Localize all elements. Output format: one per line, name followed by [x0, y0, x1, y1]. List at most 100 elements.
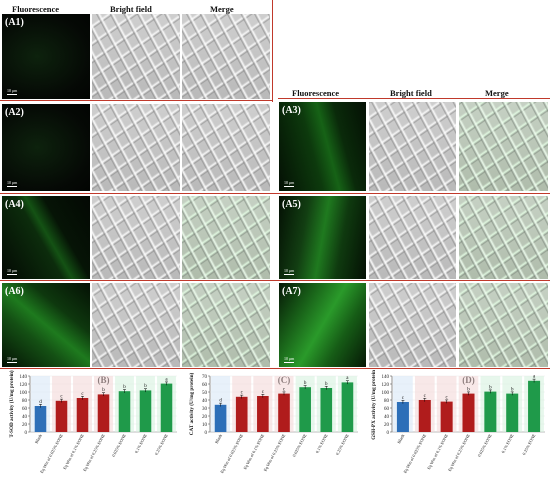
bar: [34, 406, 47, 432]
x-tick-label: 0.1% EONE: [314, 433, 328, 454]
panel-label-a4: (A4): [5, 199, 24, 210]
significance-letter: b: [144, 384, 147, 389]
bar: [462, 393, 475, 432]
bar: [214, 404, 227, 432]
image-a3-bright-field: [369, 102, 456, 191]
image-a7-bright-field: [369, 283, 456, 367]
image-a1-fluorescence: (A1) 10 μm: [2, 14, 90, 99]
significance-letter: c: [424, 394, 427, 399]
image-a3-fluorescence: (A3) 10 μm: [279, 102, 366, 191]
x-tick-label: Eq Wm of 0.1% EONE: [62, 433, 85, 470]
significance-letter: a: [533, 375, 536, 380]
scale-bar-label: 10 μm: [284, 268, 295, 273]
significance-letter: c: [241, 391, 244, 396]
header-fluorescence-left: Fluorescence: [12, 4, 60, 14]
x-tick-label: Eq Wm of 0.25% EONE: [263, 433, 287, 472]
significance-letter: c: [402, 396, 405, 401]
header-bright-field-right: Bright field: [390, 88, 432, 98]
y-tick-label: 50: [202, 391, 208, 396]
x-tick-label: Eq Wm of 0.1% EONE: [242, 433, 265, 470]
significance-letter: b: [102, 388, 105, 393]
x-tick-label: 0.025% EONE: [477, 433, 493, 458]
y-tick-label: 100: [382, 391, 390, 396]
bar: [257, 396, 269, 432]
bar: [341, 382, 354, 432]
significance-letter: b: [304, 381, 307, 386]
image-a6-fluorescence: (A6) 10 μm: [2, 283, 90, 367]
y-tick-label: 60: [202, 383, 208, 388]
divider-row3: [0, 280, 550, 281]
x-tick-label: Blank: [34, 432, 44, 444]
x-tick-label: Eq Wm of 0.25% EONE: [82, 433, 106, 472]
significance-letter: b: [467, 387, 470, 392]
scale-bar: 10 μm: [7, 181, 17, 187]
image-a4-fluorescence: (A4) 10 μm: [2, 196, 90, 279]
panel-label-a1: (A1): [5, 17, 24, 28]
significance-letter: b: [511, 387, 514, 392]
scale-bar: 10 μm: [284, 181, 294, 187]
y-tick-label: 10: [202, 423, 208, 428]
panel-label-a6: (A6): [5, 286, 24, 297]
divider-row2: [0, 193, 550, 194]
bar: [528, 380, 541, 432]
x-tick-label: 0.025% EONE: [111, 433, 127, 458]
significance-letter: c: [283, 387, 286, 392]
y-tick-label: 0: [387, 431, 390, 436]
x-tick-label: 0.025% EONE: [291, 433, 307, 458]
divider-right-header: [278, 98, 550, 99]
y-tick-label: 80: [22, 399, 28, 404]
scale-bar-label: 10 μm: [284, 180, 295, 185]
y-tick-label: 40: [22, 415, 28, 420]
panel-label-a2: (A2): [5, 107, 24, 118]
x-tick-label: Eq Wm of 0.25% EONE: [447, 433, 471, 472]
y-tick-label: 40: [202, 399, 208, 404]
image-a2-merge: [182, 104, 270, 191]
bar: [278, 393, 290, 432]
image-a4-merge: [182, 196, 270, 279]
y-tick-label: 140: [382, 375, 390, 380]
image-a7-fluorescence: (A7) 10 μm: [279, 283, 366, 367]
image-a1-bright-field: [92, 14, 180, 99]
x-tick-label: Eq Wm of 0.1% EONE: [426, 433, 449, 470]
scale-bar-label: 10 μm: [284, 356, 295, 361]
x-tick-label: 0.25% EONE: [154, 433, 169, 456]
y-tick-label: 100: [20, 391, 28, 396]
bar: [440, 401, 453, 432]
bar: [396, 402, 409, 432]
y-axis-label: CAT activity (U/mg protein): [188, 373, 195, 436]
bar: [139, 390, 152, 432]
x-tick-label: Eq Wm of 0.025% EONE: [219, 433, 244, 474]
y-tick-label: 0: [205, 431, 208, 436]
x-tick-label: 0.25% EONE: [335, 433, 350, 456]
image-a2-fluorescence: (A2) 10 μm: [2, 104, 90, 191]
y-tick-label: 120: [382, 383, 390, 388]
y-tick-label: 20: [384, 423, 390, 428]
bar: [76, 398, 89, 432]
y-tick-label: 140: [20, 375, 28, 380]
scale-bar: 10 μm: [7, 357, 17, 363]
x-tick-label: Eq Wm of 0.025% EONE: [39, 433, 64, 474]
y-tick-label: 120: [20, 383, 28, 388]
y-tick-label: 30: [202, 407, 208, 412]
significance-letter: c: [446, 395, 449, 400]
divider-row1: [0, 100, 273, 101]
y-tick-label: 20: [22, 423, 28, 428]
x-tick-label: Eq Wm of 0.025% EONE: [402, 433, 427, 474]
bar: [299, 387, 311, 432]
y-tick-label: 80: [384, 399, 390, 404]
y-axis-label: T-SOD activity (U/mg protein): [8, 370, 15, 438]
bar: [484, 391, 497, 432]
image-a1-merge: [182, 14, 270, 99]
y-tick-label: 60: [384, 407, 390, 412]
bar: [55, 400, 68, 432]
bar: [320, 388, 333, 432]
image-a2-bright-field: [92, 104, 180, 191]
scale-bar-label: 10 μm: [7, 180, 18, 185]
significance-letter: b: [123, 385, 126, 390]
scale-bar-label: 10 μm: [7, 268, 18, 273]
significance-letter: d: [219, 399, 222, 404]
bar: [160, 383, 173, 432]
y-tick-label: 20: [202, 415, 208, 420]
y-tick-label: 0: [25, 431, 28, 436]
